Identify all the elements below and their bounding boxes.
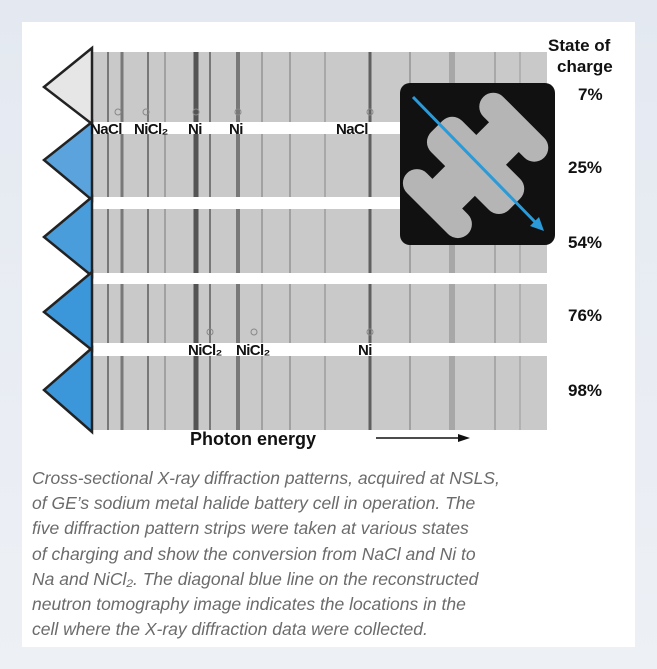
caption: Cross-sectional X-ray diffraction patter… — [32, 466, 632, 642]
peak-label: Ni — [358, 342, 372, 359]
state-label: 25% — [568, 158, 602, 177]
caption-line: neutron tomography image indicates the l… — [32, 592, 632, 617]
peak-label: Ni — [229, 121, 243, 138]
x-label: Photon energy — [190, 429, 316, 449]
peak-label: NaCl — [336, 121, 368, 138]
caption-line: five diffraction pattern strips were tak… — [32, 516, 632, 541]
state-label: 54% — [568, 233, 602, 252]
state-header: State of — [548, 36, 611, 55]
caption-line: of charging and show the conversion from… — [32, 542, 632, 567]
tomography-inset — [389, 78, 563, 252]
peak-label: Ni — [188, 121, 202, 138]
state-label: 98% — [568, 381, 602, 400]
peak-label: NiCl₂ — [236, 342, 270, 359]
arrow — [376, 434, 470, 442]
cell-sections — [44, 48, 92, 432]
peak-label: NiCl₂ — [134, 121, 168, 138]
caption-line: Cross-sectional X-ray diffraction patter… — [32, 466, 632, 491]
state-label: 7% — [578, 85, 603, 104]
caption-line: of GE’s sodium metal halide battery cell… — [32, 491, 632, 516]
page: NaCl NiCl₂ Ni Ni NaCl NiCl₂ NiCl₂ Ni Sta… — [0, 0, 657, 669]
caption-line: Na and NiCl₂. The diagonal blue line on … — [32, 567, 632, 592]
state-label: 76% — [568, 306, 602, 325]
state-header: charge — [557, 57, 613, 76]
peak-label: NiCl₂ — [188, 342, 222, 359]
caption-line: cell where the X-ray diffraction data we… — [32, 617, 632, 642]
peak-label: NaCl — [90, 121, 122, 138]
